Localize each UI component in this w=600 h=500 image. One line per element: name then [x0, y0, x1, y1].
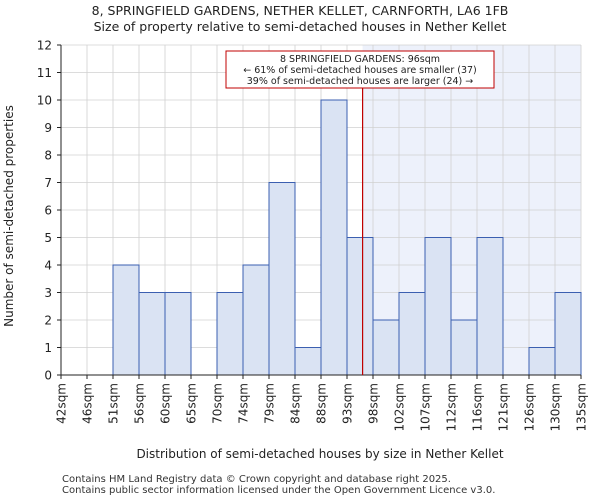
x-tick-label: 98sqm	[367, 383, 381, 424]
y-tick-label: 7	[44, 176, 52, 190]
histogram-bar	[112, 264, 140, 376]
x-tick-label: 46sqm	[81, 383, 95, 424]
x-tick-label: 93sqm	[341, 383, 355, 424]
annotation-line-2: ← 61% of semi-detached houses are smalle…	[243, 65, 477, 76]
annotation-box	[225, 50, 495, 89]
histogram-bar	[528, 347, 556, 376]
histogram-bar	[164, 292, 192, 376]
x-tick-label: 51sqm	[107, 383, 121, 424]
y-tick-label: 4	[44, 259, 52, 273]
x-tick-label: 116sqm	[471, 383, 485, 431]
x-axis-label: Distribution of semi-detached houses by …	[136, 447, 503, 461]
x-tick-label: 107sqm	[419, 383, 433, 431]
chart-title: 8, SPRINGFIELD GARDENS, NETHER KELLET, C…	[91, 3, 509, 18]
x-tick-label: 56sqm	[133, 383, 147, 424]
histogram-bar	[398, 292, 426, 376]
histogram-bar	[216, 292, 244, 376]
histogram-bar	[424, 237, 452, 376]
histogram-bar	[242, 264, 270, 376]
x-tick-label: 74sqm	[237, 383, 251, 424]
histogram-bar	[450, 319, 478, 376]
x-tick-label: 42sqm	[55, 383, 69, 424]
histogram-bar	[268, 182, 296, 376]
x-tick-label: 79sqm	[263, 383, 277, 424]
x-tick-label: 112sqm	[445, 383, 459, 431]
y-tick-label: 12	[37, 39, 52, 53]
histogram-bar	[138, 292, 166, 376]
x-tick-label: 84sqm	[289, 383, 303, 424]
y-tick-label: 11	[37, 66, 52, 80]
x-tick-label: 126sqm	[523, 383, 537, 431]
y-tick-label: 1	[44, 341, 52, 355]
footer-licence: Contains public sector information licen…	[62, 485, 496, 496]
chart-subtitle: Size of property relative to semi-detach…	[93, 19, 507, 34]
x-tick-label: 88sqm	[315, 383, 329, 424]
x-tick-label: 135sqm	[575, 383, 589, 431]
histogram-bar	[554, 292, 582, 376]
y-tick-label: 9	[44, 121, 52, 135]
y-tick-label: 6	[44, 204, 52, 218]
annotation-line-3: 39% of semi-detached houses are larger (…	[247, 76, 474, 87]
x-tick-label: 130sqm	[549, 383, 563, 431]
footer-copyright: Contains HM Land Registry data © Crown c…	[62, 474, 451, 485]
y-tick-label: 5	[44, 231, 52, 245]
x-tick-label: 60sqm	[159, 383, 173, 424]
histogram-bar	[372, 319, 400, 376]
histogram-bar	[346, 237, 374, 376]
y-tick-label: 3	[44, 286, 52, 300]
histogram-bar	[320, 99, 348, 376]
x-tick-label: 70sqm	[211, 383, 225, 424]
y-tick-label: 10	[37, 94, 52, 108]
x-tick-label: 121sqm	[497, 383, 511, 431]
annotation-line-1: 8 SPRINGFIELD GARDENS: 96sqm	[280, 54, 440, 65]
y-tick-label: 0	[44, 369, 52, 383]
y-axis-label: Number of semi-detached properties	[2, 105, 16, 327]
histogram-bar	[294, 347, 322, 376]
x-tick-label: 65sqm	[185, 383, 199, 424]
y-tick-label: 2	[44, 314, 52, 328]
x-tick-label: 102sqm	[393, 383, 407, 431]
y-tick-label: 8	[44, 149, 52, 163]
histogram-bar	[476, 237, 504, 376]
